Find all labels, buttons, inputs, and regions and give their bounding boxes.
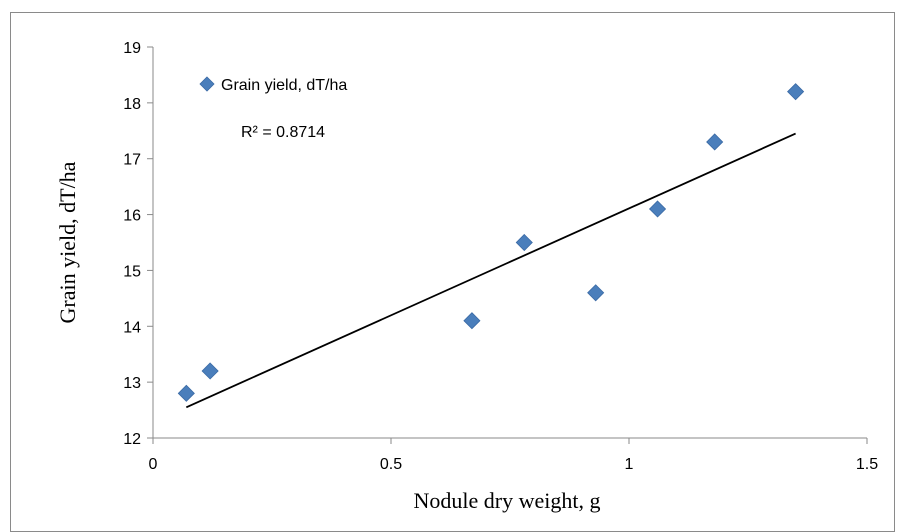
y-tick-label: 13 xyxy=(123,375,141,392)
y-tick-label: 18 xyxy=(123,96,141,113)
x-axis-title: Nodule dry weight, g xyxy=(414,488,601,513)
legend: Grain yield, dT/ha xyxy=(199,76,347,94)
legend-diamond-marker xyxy=(199,76,215,92)
data-points xyxy=(177,83,805,402)
data-point xyxy=(201,362,219,380)
chart-frame xyxy=(10,12,895,532)
data-point xyxy=(587,284,605,302)
y-tick-label: 16 xyxy=(123,208,141,225)
y-tick-label: 15 xyxy=(123,263,141,280)
x-tick-label: 0.5 xyxy=(380,456,402,473)
trendline-layer xyxy=(185,132,796,409)
data-point xyxy=(706,133,724,151)
y-tick-label: 19 xyxy=(123,40,141,57)
data-point xyxy=(648,200,667,218)
x-tick-label: 0 xyxy=(149,456,158,473)
r-squared-annotation: R² = 0.8714 xyxy=(241,124,325,141)
y-tick-label: 12 xyxy=(123,431,141,448)
trendline xyxy=(185,132,796,409)
data-point xyxy=(787,83,805,101)
legend-label: Grain yield, dT/ha xyxy=(221,77,347,94)
data-point xyxy=(515,233,533,252)
y-tick-label: 14 xyxy=(123,319,141,336)
data-point xyxy=(177,384,195,402)
x-tick-label: 1 xyxy=(625,456,634,473)
x-tick-label: 1.5 xyxy=(856,456,878,473)
scatter-chart: 12 13 14 15 16 17 18 19 0 0.5 1 1.5 Grain yield, dT… xyxy=(55,40,878,513)
data-point xyxy=(463,312,481,330)
axes: 12 13 14 15 16 17 18 19 0 0.5 1 1.5 xyxy=(123,40,878,473)
y-axis-title: Grain yield, dT/ha xyxy=(55,161,80,323)
y-tick-label: 17 xyxy=(123,152,141,169)
